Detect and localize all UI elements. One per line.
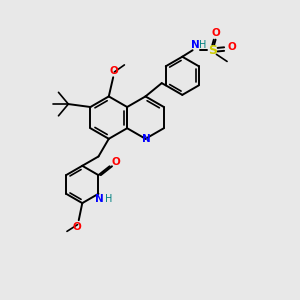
Text: O: O xyxy=(228,42,236,52)
Text: N: N xyxy=(142,134,151,144)
Text: N: N xyxy=(94,194,103,204)
Text: O: O xyxy=(111,157,120,166)
Text: N: N xyxy=(190,40,199,50)
Text: S: S xyxy=(208,44,217,57)
Text: O: O xyxy=(212,28,220,38)
Text: H: H xyxy=(199,40,206,50)
Text: H: H xyxy=(105,194,112,204)
Text: O: O xyxy=(110,66,118,76)
Text: O: O xyxy=(73,222,82,232)
